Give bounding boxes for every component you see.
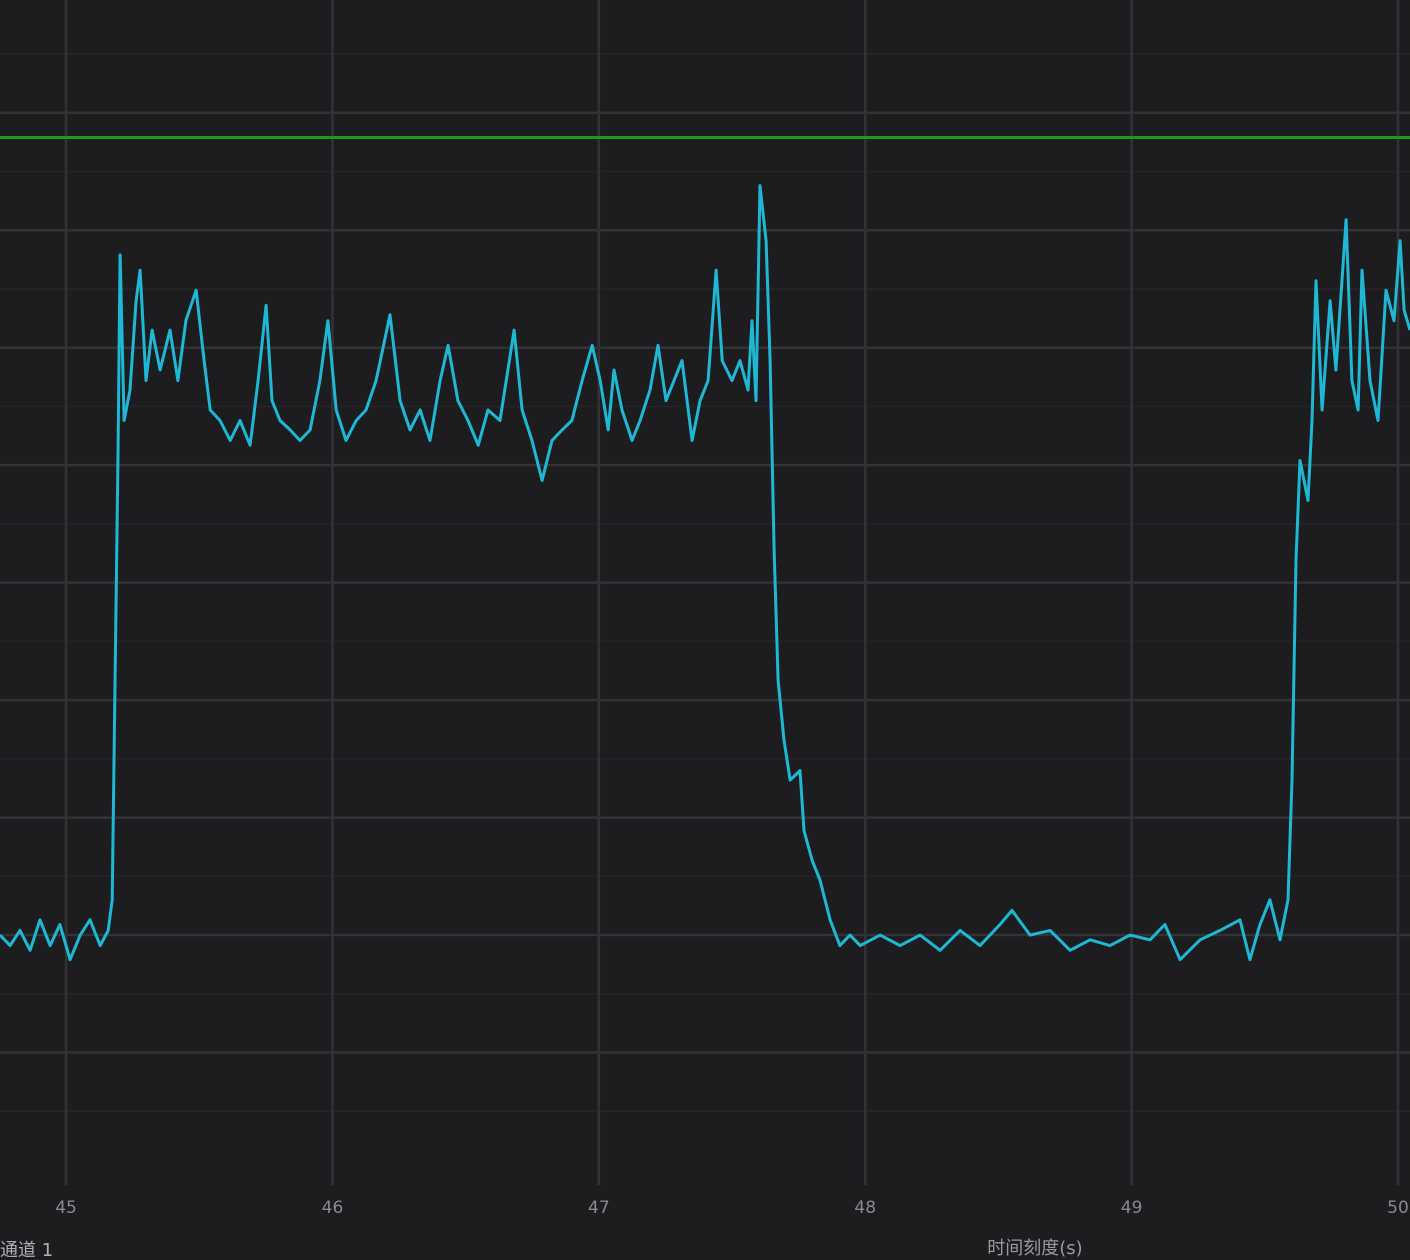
signal-line [0, 184, 1410, 962]
x-tick-label: 50 [1387, 1198, 1409, 1218]
x-tick-label: 49 [1121, 1198, 1143, 1218]
x-tick-labels: 45 46 47 48 49 50 [55, 1198, 1409, 1218]
x-tick-label: 47 [588, 1198, 610, 1218]
x-tick-label: 48 [854, 1198, 876, 1218]
grid [0, 0, 1410, 1185]
corner-label: 通道 1 [0, 1240, 53, 1260]
x-tick-label: 46 [322, 1198, 344, 1218]
x-axis-title: 时间刻度(s) [987, 1238, 1082, 1259]
x-tick-label: 45 [55, 1198, 77, 1218]
series-group [0, 184, 1410, 962]
